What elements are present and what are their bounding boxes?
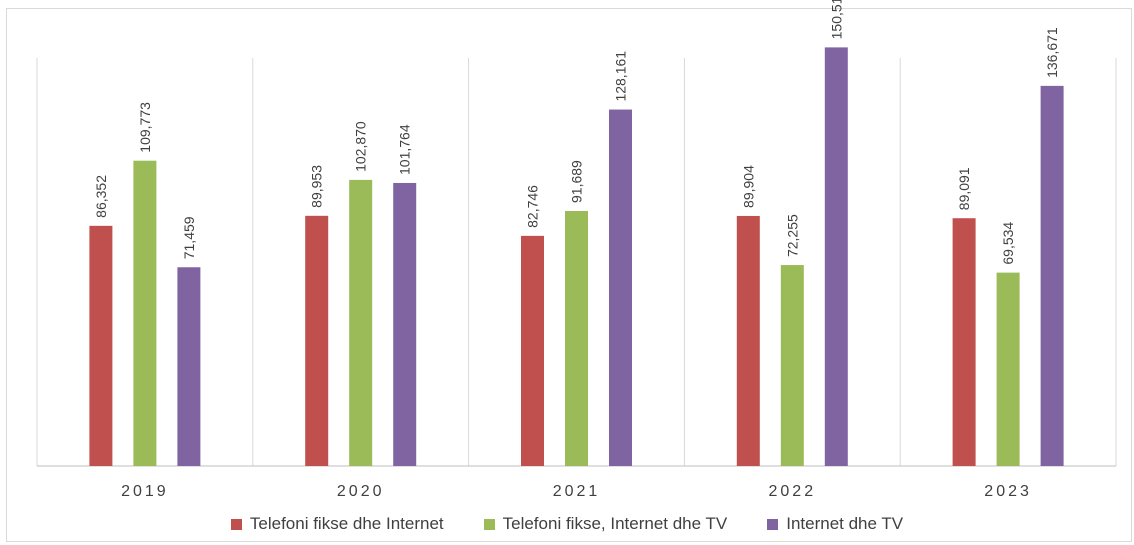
bar-2021-series-1 [521, 235, 544, 466]
x-tick-label-2019: 2019 [121, 483, 169, 500]
bar-2022-series-3 [824, 47, 848, 466]
x-tick-label-2021: 2021 [553, 483, 601, 500]
legend-swatch-telefoni-internet-tv [483, 518, 495, 530]
x-tick-label-2022: 2022 [769, 483, 817, 500]
legend-label-telefoni-internet-tv: Telefoni fikse, Internet dhe TV [502, 514, 728, 533]
bar-2020-series-2 [349, 179, 373, 466]
legend-swatch-internet-tv [767, 518, 779, 530]
bar-2022-series-2 [780, 265, 804, 466]
bar-2020-series-1 [305, 215, 329, 466]
bar-2023-series-1 [952, 218, 976, 466]
legend-swatch-telefoni-internet [230, 518, 242, 530]
data-label-2021-series-3: 128,161 [613, 51, 629, 102]
data-label-2022-series-2: 72,255 [784, 214, 800, 257]
data-label-2020-series-3: 101,764 [397, 124, 413, 175]
data-label-2019-series-2: 109,773 [137, 102, 153, 153]
legend-item-internet-tv: Internet dhe TV [767, 514, 903, 534]
legend-label-internet-tv: Internet dhe TV [786, 514, 904, 533]
data-label-2021-series-2: 91,689 [569, 160, 585, 203]
legend-item-telefoni-internet: Telefoni fikse dhe Internet [230, 514, 444, 534]
x-tick-label-2023: 2023 [984, 483, 1032, 500]
bar-2020-series-3 [393, 182, 417, 466]
data-label-2020-series-2: 102,870 [353, 121, 369, 172]
bar-2023-series-2 [996, 272, 1020, 466]
bar-2019-series-3 [177, 267, 201, 466]
bar-2022-series-1 [736, 215, 760, 466]
data-label-2023-series-3: 136,671 [1044, 27, 1060, 78]
data-label-2022-series-1: 89,904 [740, 165, 756, 208]
bar-2019-series-1 [89, 225, 113, 466]
x-tick-label-2020: 2020 [337, 483, 385, 500]
data-label-2023-series-2: 69,534 [1000, 222, 1016, 265]
legend: Telefoni fikse dhe Internet Telefoni fik… [0, 512, 1134, 536]
data-label-2023-series-1: 89,091 [956, 167, 972, 210]
bar-2019-series-2 [133, 160, 157, 466]
legend-label-telefoni-internet: Telefoni fikse dhe Internet [249, 514, 444, 533]
data-label-2022-series-3: 150,515 [828, 0, 844, 39]
legend-item-telefoni-internet-tv: Telefoni fikse, Internet dhe TV [483, 514, 728, 534]
data-label-2020-series-1: 89,953 [309, 165, 325, 208]
bar-2021-series-2 [565, 210, 588, 466]
data-label-2019-series-3: 71,459 [181, 216, 197, 259]
data-label-2021-series-1: 82,746 [525, 185, 541, 228]
data-label-2019-series-1: 86,352 [93, 175, 109, 218]
bar-2021-series-3 [609, 109, 632, 466]
bar-2023-series-3 [1040, 85, 1064, 466]
